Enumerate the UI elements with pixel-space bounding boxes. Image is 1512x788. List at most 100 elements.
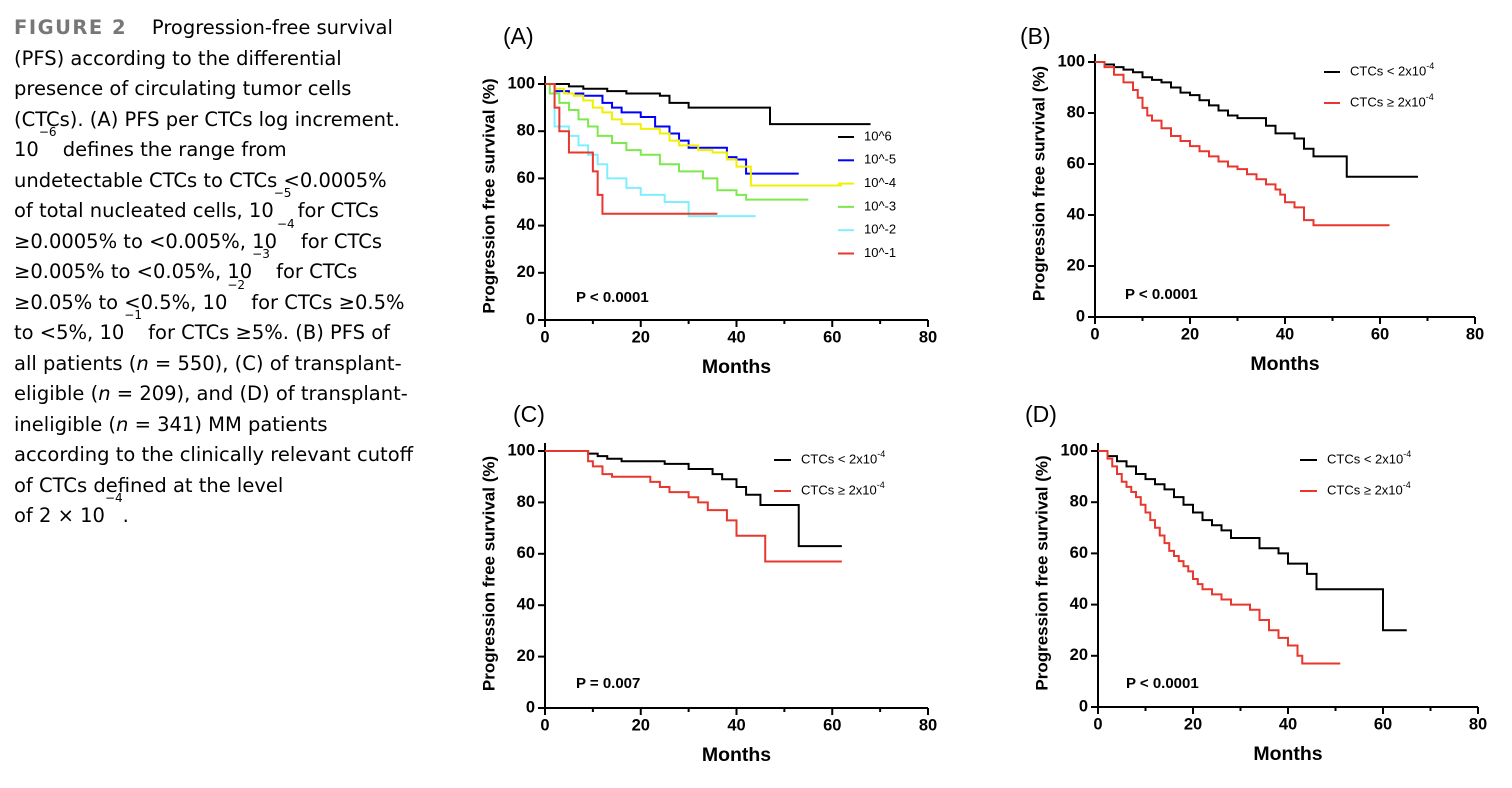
y-axis-title: Progression free survival (%) xyxy=(1032,455,1051,690)
legend-label-exponent: -4 xyxy=(1426,61,1434,71)
caption-line: to <5%, 10−1 for CTCs ≥5%. (B) PFS of xyxy=(14,309,434,349)
caption-text: n xyxy=(98,382,111,405)
chart-panel-a: (A) 0 20 40 60 80 100 0 20 40 60 80 Months Progressio… xyxy=(479,23,937,378)
caption-line: undetectable CTCs to CTCs <0.0005% xyxy=(14,166,434,197)
x-tick-label: 80 xyxy=(1466,325,1484,343)
caption-text: all patients ( xyxy=(14,351,137,375)
chart-panel-d: (D) 0 20 40 60 80 100 0 20 40 60 80 Months Progressio… xyxy=(1025,401,1487,765)
series-line xyxy=(545,450,842,548)
p-value-annotation: P < 0.0001 xyxy=(576,289,649,306)
legend-label: 10^-3 xyxy=(864,198,896,213)
caption-line: of 2 × 10−4. xyxy=(14,492,434,532)
caption-text: ≥0.005% to <0.05%, 10 xyxy=(14,260,253,283)
caption-text: of total nucleated cells, 10 xyxy=(14,199,274,222)
x-tick-label: 20 xyxy=(632,328,650,346)
caption-text: presence of circulating tumor cells xyxy=(14,77,352,100)
caption-line: (CTCs). (A) PFS per CTCs log increment. xyxy=(14,105,434,136)
caption-line: 10−6 defines the range from xyxy=(14,126,434,166)
series-line xyxy=(1095,61,1418,178)
x-tick-label: 40 xyxy=(1279,715,1297,733)
caption-text: for CTCs ≥5%. (B) PFS of xyxy=(141,321,391,344)
y-tick-label: 100 xyxy=(507,74,535,92)
y-tick-label: 0 xyxy=(1076,307,1085,325)
caption-text: for CTCs ≥0.5% xyxy=(245,290,405,314)
legend-label: 10^-2 xyxy=(864,222,896,237)
x-axis-title: Months xyxy=(1253,743,1322,765)
x-tick-label: 0 xyxy=(1093,715,1102,733)
x-tick-label: 20 xyxy=(1184,715,1202,733)
caption-line: of CTCs defined at the level xyxy=(14,471,434,502)
x-tick-label: 60 xyxy=(1371,325,1389,343)
caption-text: of CTCs defined at the level xyxy=(14,473,284,497)
legend-label-exponent: -4 xyxy=(1403,449,1411,459)
caption-text: = 550), (C) of transplant- xyxy=(148,351,402,375)
legend-label-exponent: -4 xyxy=(877,449,885,459)
x-tick-label: 80 xyxy=(919,716,937,734)
caption-superscript: −4 xyxy=(104,491,123,505)
legend-label: CTCs < 2x10-4 xyxy=(801,449,885,466)
y-tick-label: 20 xyxy=(1070,646,1088,664)
panel-label: (C) xyxy=(513,401,545,427)
y-axis-title: Progression free survival (%) xyxy=(479,456,498,691)
caption-text: for CTCs xyxy=(294,229,383,253)
series-line xyxy=(545,83,718,215)
caption-text: ≥0.05% to <0.5%, 10 xyxy=(14,290,228,314)
panel-label: (B) xyxy=(1020,23,1051,49)
caption-line: ineligible (n = 341) MM patients xyxy=(14,410,434,441)
y-tick-label: 60 xyxy=(517,544,535,562)
y-tick-label: 40 xyxy=(517,216,535,234)
y-tick-label: 100 xyxy=(507,441,535,459)
chart-panel-b: (B) 0 20 40 60 80 100 0 20 40 60 80 Months Progressio… xyxy=(1020,23,1484,375)
series-line xyxy=(545,83,756,218)
caption-line: presence of circulating tumor cells xyxy=(14,74,434,105)
series-line xyxy=(545,83,809,201)
legend-label: CTCs ≥ 2x10-4 xyxy=(1327,480,1411,497)
y-tick-label: 100 xyxy=(1060,441,1088,459)
caption-text: defines the range from xyxy=(56,138,287,161)
caption-line: ≥0.0005% to <0.005%, 10−4 for CTCs xyxy=(14,218,434,258)
legend-label-exponent: -4 xyxy=(877,480,885,490)
x-tick-label: 40 xyxy=(727,328,745,346)
y-tick-label: 80 xyxy=(517,122,535,140)
y-tick-label: 20 xyxy=(517,647,535,665)
legend-label-exponent: -4 xyxy=(1426,92,1434,102)
y-tick-label: 20 xyxy=(1067,256,1085,274)
legend-label: 10^-5 xyxy=(864,152,896,167)
x-tick-label: 80 xyxy=(919,328,937,346)
y-tick-label: 60 xyxy=(1067,154,1085,172)
caption-line: all patients (n = 550), (C) of transplan… xyxy=(14,349,434,380)
caption-text: ≥0.0005% to <0.005%, 10 xyxy=(14,229,277,253)
p-value-annotation: P = 0.007 xyxy=(576,675,640,692)
caption-line: of total nucleated cells, 10−5 for CTCs xyxy=(14,187,434,227)
legend-label: CTCs ≥ 2x10-4 xyxy=(1350,92,1434,109)
chart-panel-c: (C) 0 20 40 60 80 100 0 20 40 60 80 Months Progressio… xyxy=(479,401,937,766)
y-tick-label: 40 xyxy=(1070,595,1088,613)
legend-label: 10^-1 xyxy=(864,245,896,260)
caption-text: . xyxy=(122,504,129,527)
caption-superscript: −1 xyxy=(124,308,142,322)
caption-text: for CTCs xyxy=(291,199,379,222)
caption-text: = 341) MM patients xyxy=(128,412,328,436)
x-tick-label: 80 xyxy=(1469,715,1487,733)
caption-text: to <5%, 10 xyxy=(14,321,125,344)
caption-superscript: −6 xyxy=(38,125,57,139)
caption-text: n xyxy=(136,351,149,375)
y-tick-label: 80 xyxy=(1070,493,1088,511)
caption-line: ≥0.05% to <0.5%, 10−2 for CTCs ≥0.5% xyxy=(14,279,434,319)
y-tick-label: 40 xyxy=(517,596,535,614)
caption-text: ineligible ( xyxy=(14,412,117,436)
legend-label-exponent: -4 xyxy=(1403,480,1411,490)
y-axis-title: Progression free survival (%) xyxy=(1029,66,1048,301)
caption-superscript: −5 xyxy=(273,186,292,200)
legend-label: CTCs ≥ 2x10-4 xyxy=(801,480,885,497)
x-tick-label: 20 xyxy=(632,716,650,734)
x-tick-label: 0 xyxy=(540,328,549,346)
x-tick-label: 40 xyxy=(1276,325,1294,343)
caption-line: according to the clinically relevant cut… xyxy=(14,440,434,471)
legend-label: CTCs < 2x10-4 xyxy=(1350,61,1434,78)
p-value-annotation: P < 0.0001 xyxy=(1125,286,1198,303)
x-tick-label: 60 xyxy=(1374,715,1392,733)
x-tick-label: 0 xyxy=(1090,325,1099,343)
caption-line: FIGURE 2 Progression-free survival xyxy=(14,13,434,44)
caption-superscript: −3 xyxy=(252,247,270,261)
